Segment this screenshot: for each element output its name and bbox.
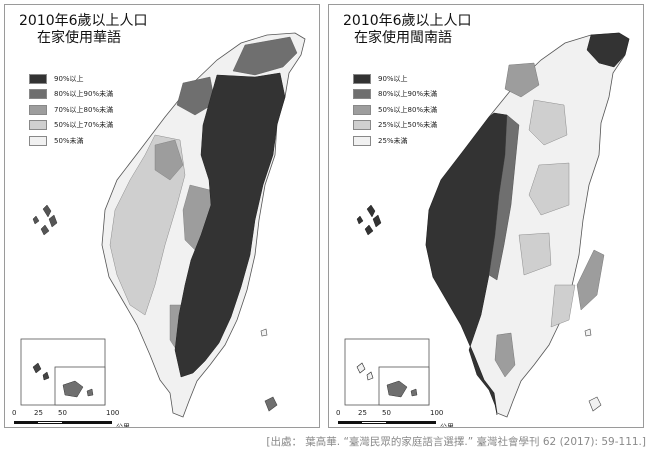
legend-swatch [353,73,371,84]
scale-tick-0: 0 [12,409,17,417]
legend-label: 50%以上80%未滿 [378,105,438,114]
hokkien-map-title: 2010年6歲以上人口 在家使用閩南語 [343,13,472,46]
legend-swatch [29,120,47,131]
legend-item: 70%以上80%未滿 [29,102,113,118]
legend-swatch [353,135,371,146]
north-urban-region [176,36,298,116]
orchid-island [588,396,602,412]
scale-bar-right: 0 25 50 100 公里 [334,409,464,428]
north-tip-region [586,32,630,68]
mandarin-map-title: 2010年6歲以上人口 在家使用華語 [19,13,148,46]
matsu-islands [356,362,374,381]
legend-item: 80%以上90%未滿 [29,87,113,103]
scale-unit: 公里 [440,423,454,428]
central-mountain-region [174,72,286,378]
scale-tick-50: 50 [382,409,391,417]
green-island [584,328,592,337]
hokkien-map-panel: 2010年6歲以上人口 在家使用閩南語 90%以上 80%以上90%未滿 50%以上… [328,4,644,428]
foothill-region [488,114,520,281]
mandarin-map-panel: 2010年6歲以上人口 在家使用華語 90%以上 80%以上90%未滿 70%以上8… [4,4,320,428]
legend-label: 25%以上50%未滿 [378,121,438,130]
legend-label: 90%以上 [54,74,84,83]
mid-region [494,62,605,378]
legend-label: 80%以上90%未滿 [54,90,114,99]
penghu-islands [356,204,382,236]
legend-label: 50%未滿 [54,136,84,145]
legend-label: 80%以上90%未滿 [378,90,438,99]
legend-item: 50%以上70%未滿 [29,118,113,134]
legend-label: 90%以上 [378,74,408,83]
scale-tick-25: 25 [358,409,367,417]
legend-item: 90%以上 [29,71,113,87]
matsu-islands [32,362,50,381]
legend-swatch [29,73,47,84]
legend-item: 80%以上90%未滿 [353,87,437,103]
legend-item: 90%以上 [353,71,437,87]
source-citation: [出處： 葉高華. “臺灣民眾的家庭語言選擇.” 臺灣社會學刊 62 (2017… [266,436,646,448]
hokkien-taiwan-map [344,32,630,418]
mandarin-taiwan-map [20,32,306,418]
legend-swatch [353,120,371,131]
legend-label: 25%未滿 [378,136,408,145]
scale-tick-25: 25 [34,409,43,417]
legend-label: 70%以上80%未滿 [54,105,114,114]
kinmen-islands [386,380,418,398]
scale-tick-0: 0 [336,409,341,417]
penghu-islands [32,204,58,236]
scale-tick-100: 100 [430,409,444,417]
legend-swatch [353,89,371,100]
scale-bar-left: 0 25 50 100 公里 [10,409,140,428]
mandarin-map-legend: 90%以上 80%以上90%未滿 70%以上80%未滿 50%以上70%未滿 50%未滿 [29,71,113,149]
mountain-light-region [518,99,576,328]
legend-swatch [29,104,47,115]
scale-unit: 公里 [116,423,130,428]
legend-label: 50%以上70%未滿 [54,121,114,130]
scale-tick-50: 50 [58,409,67,417]
legend-item: 50%未滿 [29,133,113,149]
legend-item: 50%以上80%未滿 [353,102,437,118]
legend-swatch [29,135,47,146]
green-island [260,328,268,337]
scale-tick-100: 100 [106,409,120,417]
hokkien-map-legend: 90%以上 80%以上90%未滿 50%以上80%未滿 25%以上50%未滿 25%未滿 [353,71,437,149]
legend-swatch [353,104,371,115]
legend-swatch [29,89,47,100]
kinmen-islands [62,380,94,398]
legend-item: 25%以上50%未滿 [353,118,437,134]
west-plain-region [109,134,186,316]
orchid-island [264,396,278,412]
legend-item: 25%未滿 [353,133,437,149]
